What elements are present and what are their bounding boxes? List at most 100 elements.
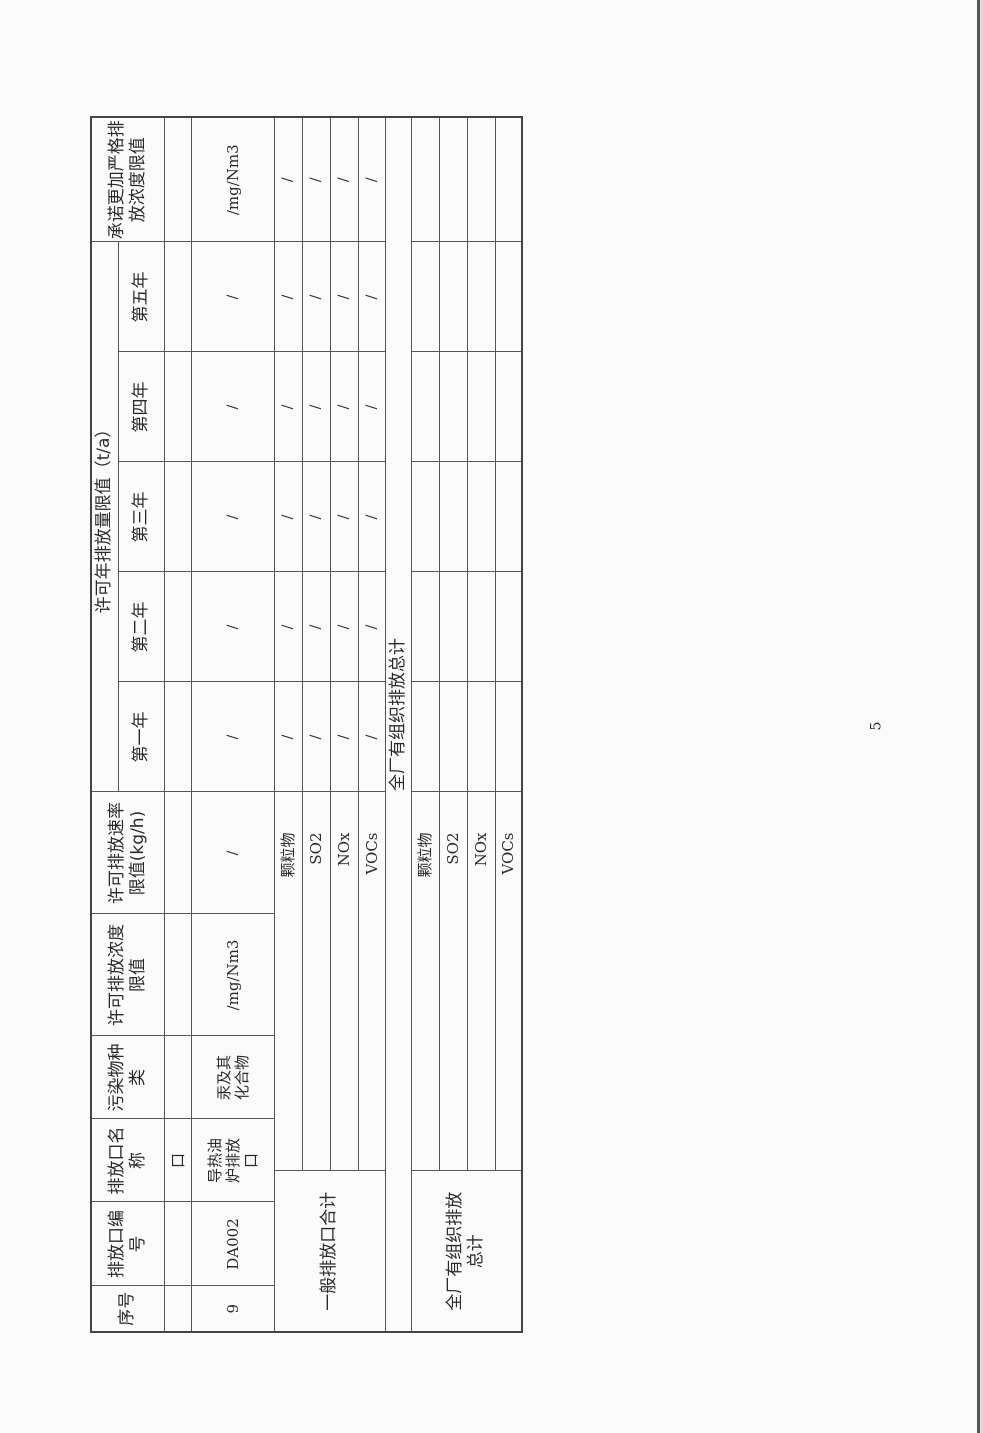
table-row-total: VOCs bbox=[495, 117, 522, 1332]
cell-year-2: / bbox=[191, 572, 274, 682]
cell bbox=[467, 352, 495, 462]
cell-year-2: / bbox=[330, 572, 358, 682]
header-conc-limit: 许可排放浓度限值 bbox=[91, 914, 164, 1036]
general-subtotal-label: 一般排放口合计 bbox=[274, 1171, 385, 1332]
cell bbox=[439, 352, 467, 462]
cell bbox=[164, 914, 191, 1036]
table-row-subtotal: SO2 / / / / / / bbox=[302, 117, 330, 1332]
cell bbox=[164, 352, 191, 462]
cell-year-1: / bbox=[302, 682, 330, 792]
header-year-5: 第五年 bbox=[118, 242, 164, 352]
cell-pollutant: 颗粒物 bbox=[411, 792, 439, 1171]
plant-total-section-heading: 全厂有组织排放总计 bbox=[385, 117, 411, 1332]
cell-year-2: / bbox=[274, 572, 302, 682]
header-commitment: 承诺更加严格排放浓度限值 bbox=[91, 117, 164, 242]
cell-year-3: / bbox=[330, 462, 358, 572]
header-outlet-code: 排放口编号 bbox=[91, 1202, 164, 1286]
cell-outlet-code: DA002 bbox=[191, 1202, 274, 1286]
header-seq: 序号 bbox=[91, 1286, 164, 1332]
cell-year-4: / bbox=[302, 352, 330, 462]
cell bbox=[439, 682, 467, 792]
emission-limits-table: 序号 排放口编号 排放口名称 污染物种类 许可排放浓度限值 许可排放速率限值(k… bbox=[90, 116, 523, 1333]
cell bbox=[164, 117, 191, 242]
cell-year-2: / bbox=[358, 572, 385, 682]
cell bbox=[495, 682, 522, 792]
header-year-4: 第四年 bbox=[118, 352, 164, 462]
cell bbox=[164, 682, 191, 792]
cell-year-4: / bbox=[358, 352, 385, 462]
cell bbox=[467, 462, 495, 572]
cell-pollutant: VOCs bbox=[358, 792, 385, 1171]
cell-year-4: / bbox=[330, 352, 358, 462]
emission-limits-table-rotated: 序号 排放口编号 排放口名称 污染物种类 许可排放浓度限值 许可排放速率限值(k… bbox=[90, 116, 523, 1333]
scan-edge bbox=[977, 0, 980, 1433]
cell bbox=[439, 462, 467, 572]
cell-rate-limit: / bbox=[191, 792, 274, 914]
cell-commitment: / bbox=[330, 117, 358, 242]
cell-commitment: / bbox=[358, 117, 385, 242]
cell bbox=[411, 352, 439, 462]
cell-year-1: / bbox=[274, 682, 302, 792]
table-row-subtotal: VOCs / / / / / / bbox=[358, 117, 385, 1332]
cell-year-3: / bbox=[191, 462, 274, 572]
cell-pollutant: NOx bbox=[467, 792, 495, 1171]
cell bbox=[467, 572, 495, 682]
cell-commitment: / bbox=[274, 117, 302, 242]
cell-commitment: /mg/Nm3 bbox=[191, 117, 274, 242]
cell bbox=[164, 792, 191, 914]
cell bbox=[495, 117, 522, 242]
cell bbox=[467, 117, 495, 242]
cell bbox=[495, 352, 522, 462]
cell-year-3: / bbox=[358, 462, 385, 572]
cell-pollutant: VOCs bbox=[495, 792, 522, 1171]
cell bbox=[411, 462, 439, 572]
cell bbox=[411, 572, 439, 682]
cell bbox=[439, 117, 467, 242]
header-annual-limit: 许可年排放量限值（t/a） bbox=[91, 242, 118, 792]
header-pollutant: 污染物种类 bbox=[91, 1036, 164, 1119]
cell-pollutant: SO2 bbox=[302, 792, 330, 1171]
page-number: 5 bbox=[868, 721, 885, 731]
cell bbox=[164, 1286, 191, 1332]
table-row-subtotal: NOx / / / / / / bbox=[330, 117, 358, 1332]
table-row-section: 全厂有组织排放总计 bbox=[385, 117, 411, 1332]
cell-conc-limit: /mg/Nm3 bbox=[191, 914, 274, 1036]
cell bbox=[164, 242, 191, 352]
cell bbox=[164, 1202, 191, 1286]
cell-year-5: / bbox=[274, 242, 302, 352]
cell bbox=[495, 242, 522, 352]
table-row-subtotal: 一般排放口合计 颗粒物 / / / / / / bbox=[274, 117, 385, 1332]
cell-pollutant: NOx bbox=[330, 792, 358, 1171]
cell bbox=[467, 242, 495, 352]
cell-outlet-name: 导热油炉排放口 bbox=[191, 1119, 274, 1202]
cell-year-5: / bbox=[302, 242, 330, 352]
cell bbox=[467, 682, 495, 792]
table-row-total: NOx bbox=[467, 117, 495, 1332]
cell bbox=[439, 572, 467, 682]
cell bbox=[411, 117, 439, 242]
cell-year-3: / bbox=[302, 462, 330, 572]
header-rate-limit: 许可排放速率限值(kg/h) bbox=[91, 792, 164, 914]
cell-year-2: / bbox=[302, 572, 330, 682]
cell bbox=[495, 572, 522, 682]
cell-seq: 9 bbox=[191, 1286, 274, 1332]
cell-pollutant: SO2 bbox=[439, 792, 467, 1171]
cell-year-1: / bbox=[330, 682, 358, 792]
cell-commitment: / bbox=[302, 117, 330, 242]
cell-year-5: / bbox=[358, 242, 385, 352]
cell-year-4: / bbox=[274, 352, 302, 462]
cell bbox=[164, 572, 191, 682]
cell-year-3: / bbox=[274, 462, 302, 572]
header-outlet-name: 排放口名称 bbox=[91, 1119, 164, 1202]
cell bbox=[411, 682, 439, 792]
scan-edge-shadow bbox=[980, 0, 983, 1433]
cell-year-5: / bbox=[330, 242, 358, 352]
cell-year-5: / bbox=[191, 242, 274, 352]
cell bbox=[495, 462, 522, 572]
cell bbox=[439, 242, 467, 352]
cell-pollutant: 汞及其化合物 bbox=[191, 1036, 274, 1119]
plant-total-label: 全厂有组织排放总计 bbox=[411, 1171, 522, 1332]
cell-pollutant: 颗粒物 bbox=[274, 792, 302, 1171]
table-row-total: SO2 bbox=[439, 117, 467, 1332]
cell-outlet-name: 口 bbox=[164, 1119, 191, 1202]
